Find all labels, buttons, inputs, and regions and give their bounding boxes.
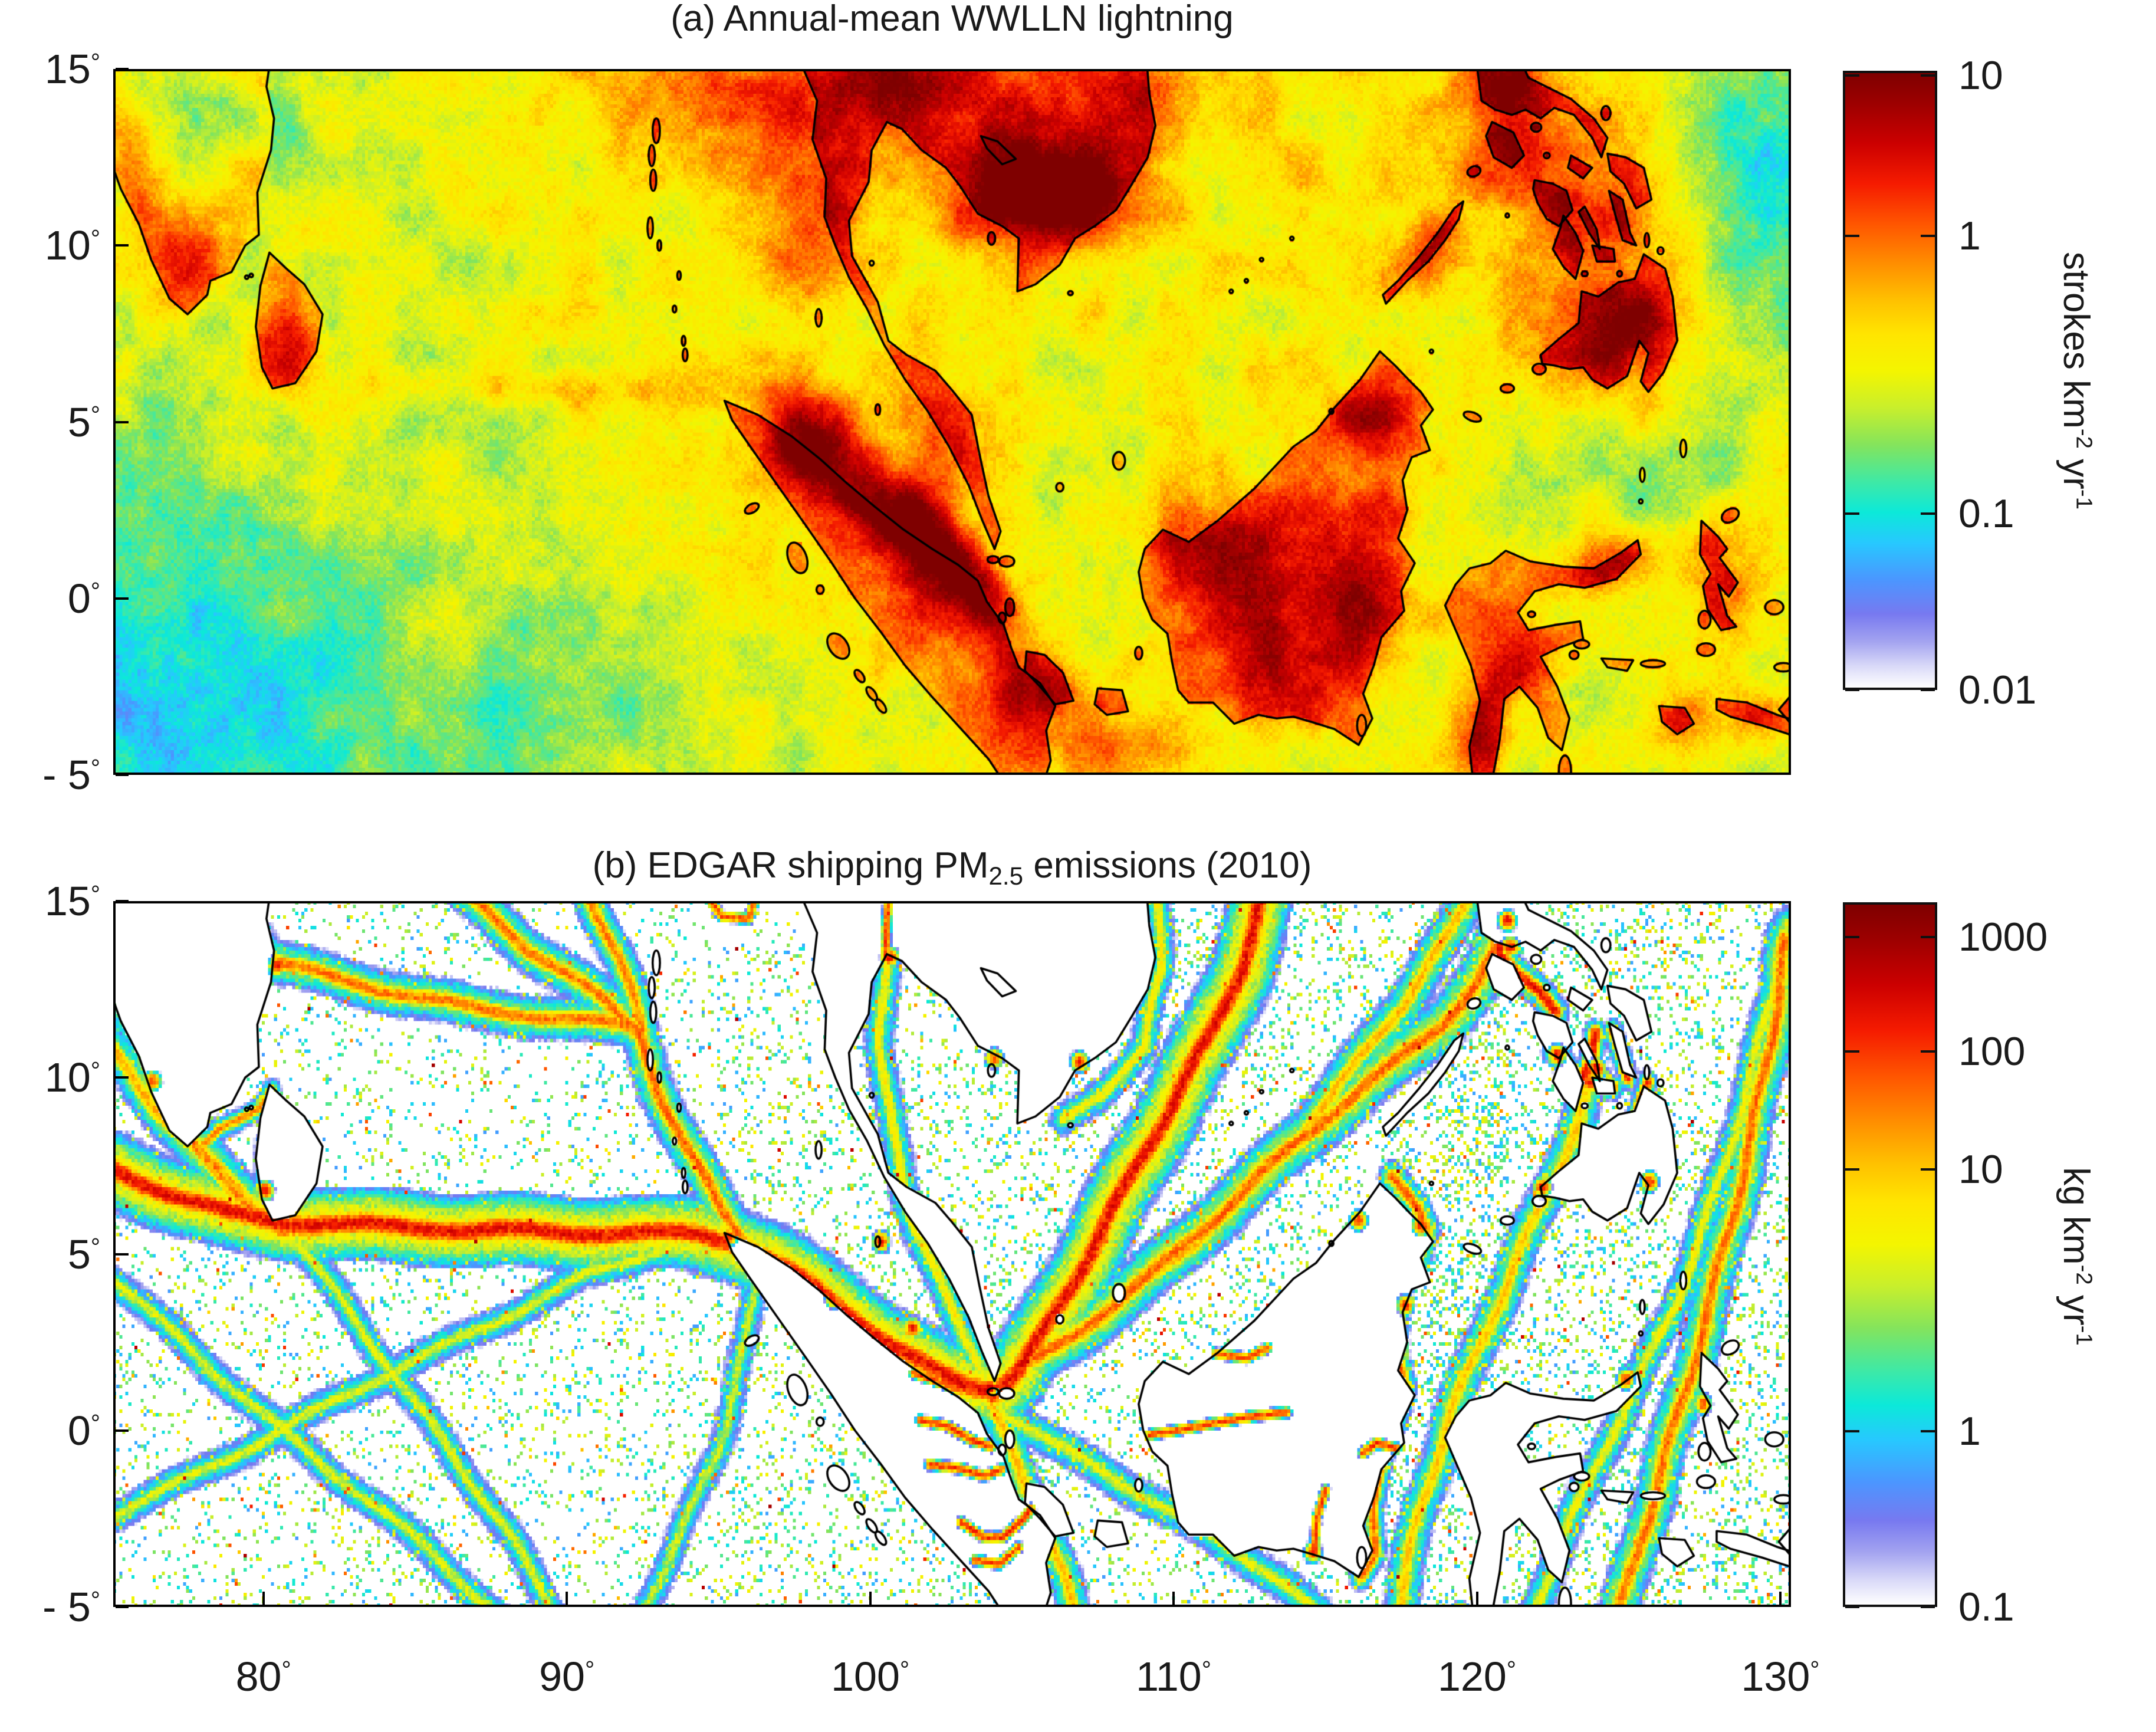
y-tick-mark-a-15 xyxy=(116,68,129,70)
colorbar-tick-a-0.1 xyxy=(1845,512,1859,515)
x-tick-mark-100 xyxy=(869,1592,872,1605)
colorbar-tick-a-10 xyxy=(1845,74,1859,77)
panel-b-title: (b) EDGAR shipping PM2.5 emissions (2010… xyxy=(113,844,1791,890)
y-tick-mark-b-15 xyxy=(116,900,129,902)
colorbar-unit-shipping: kg km-2 yr-1 xyxy=(2055,1166,2097,1346)
x-tick-mark-110 xyxy=(1172,1592,1175,1605)
y-tick-label-a-0: 0° xyxy=(67,575,100,622)
coastline-overlay-lightning xyxy=(113,69,1791,775)
colorbar-tick-a-1 xyxy=(1921,235,1935,238)
colorbar-tick-b-10 xyxy=(1845,1168,1859,1171)
x-tick-mark-130 xyxy=(1779,1592,1782,1605)
colorbar-tick-a-10 xyxy=(1921,74,1935,77)
y-tick-label-a-5: 5° xyxy=(67,399,100,445)
x-tick-label-100: 100° xyxy=(831,1654,910,1700)
colorbar-tick-label-b-1000: 1000 xyxy=(1958,914,2048,959)
panel-a-title: (a) Annual-mean WWLLN lightning xyxy=(671,0,1234,39)
colorbar-tick-b-100 xyxy=(1921,1050,1935,1053)
y-tick-label-a-15: 15° xyxy=(44,46,100,92)
y-tick-label-b-5: 5° xyxy=(67,1231,100,1277)
x-tick-label-80: 80° xyxy=(235,1654,291,1700)
colorbar-tick-label-a-0.01: 0.01 xyxy=(1958,668,2037,712)
x-tick-mark-120 xyxy=(1475,1592,1478,1605)
colorbar-tick-b-1000 xyxy=(1921,935,1935,938)
y-tick-mark-b-10 xyxy=(116,1076,129,1079)
panel-b-title-subscript: 2.5 xyxy=(988,862,1024,890)
y-tick-mark-a-5 xyxy=(116,420,129,423)
colorbar-tick-a-0.1 xyxy=(1921,512,1935,515)
y-tick-label-b-10: 10° xyxy=(44,1054,100,1101)
y-tick-label-a-10: 10° xyxy=(44,222,100,269)
colorbar-tick-b-1000 xyxy=(1845,935,1859,938)
colorbar-tick-a-1 xyxy=(1845,235,1859,238)
x-tick-label-120: 120° xyxy=(1438,1654,1517,1700)
colorbar-tick-b-0.1 xyxy=(1845,1606,1859,1608)
y-tick-label-b--5: - 5° xyxy=(42,1584,100,1630)
colorbar-tick-label-b-100: 100 xyxy=(1958,1029,2026,1074)
colorbar-tick-b-1 xyxy=(1921,1430,1935,1433)
y-tick-mark-b-0 xyxy=(116,1429,129,1432)
colorbar-tick-b-10 xyxy=(1921,1168,1935,1171)
colorbar-tick-b-100 xyxy=(1845,1050,1859,1053)
colorbar-tick-label-a-10: 10 xyxy=(1958,53,2003,98)
x-tick-label-110: 110° xyxy=(1136,1654,1211,1700)
panel-b-title-pre: (b) EDGAR shipping PM xyxy=(592,845,989,886)
panel-b-title-post: emissions (2010) xyxy=(1023,845,1312,886)
colorbar-unit-lightning: strokes km-2 yr-1 xyxy=(2055,251,2097,510)
colorbar-tick-b-0.1 xyxy=(1921,1606,1935,1608)
x-tick-label-130: 130° xyxy=(1741,1654,1820,1700)
coastline-overlay-shipping xyxy=(113,901,1791,1607)
colorbar-tick-label-a-1: 1 xyxy=(1958,213,1981,259)
x-tick-mark-80 xyxy=(262,1592,265,1605)
y-tick-mark-b--5 xyxy=(116,1606,129,1608)
colorbar-tick-label-b-0.1: 0.1 xyxy=(1958,1585,2014,1629)
y-tick-mark-a-10 xyxy=(116,244,129,247)
map-panel-lightning xyxy=(113,69,1791,775)
colorbar-tick-b-1 xyxy=(1845,1430,1859,1433)
colorbar-tick-label-b-1: 1 xyxy=(1958,1409,1981,1454)
colorbar-tick-a-0.01 xyxy=(1845,689,1859,691)
map-panel-shipping-emissions xyxy=(113,901,1791,1607)
y-tick-label-a--5: - 5° xyxy=(42,752,100,798)
colorbar-lightning: 10 1 0.1 0.01 xyxy=(1843,53,2036,712)
x-tick-label-90: 90° xyxy=(539,1654,595,1700)
y-tick-mark-b-5 xyxy=(116,1253,129,1256)
colorbar-tick-label-b-10: 10 xyxy=(1958,1146,2003,1192)
y-tick-mark-a--5 xyxy=(116,774,129,776)
colorbar-gradient-shipping xyxy=(1843,902,1937,1607)
colorbar-shipping: 1000 100 10 1 0.1 xyxy=(1843,902,2047,1629)
x-tick-mark-90 xyxy=(566,1592,568,1605)
colorbar-tick-label-a-0.1: 0.1 xyxy=(1958,491,2014,536)
y-tick-label-b-15: 15° xyxy=(44,878,100,924)
colorbar-tick-a-0.01 xyxy=(1921,689,1935,691)
colorbar-gradient-lightning xyxy=(1843,71,1937,690)
y-tick-label-b-0: 0° xyxy=(67,1407,100,1454)
y-tick-mark-a-0 xyxy=(116,597,129,600)
